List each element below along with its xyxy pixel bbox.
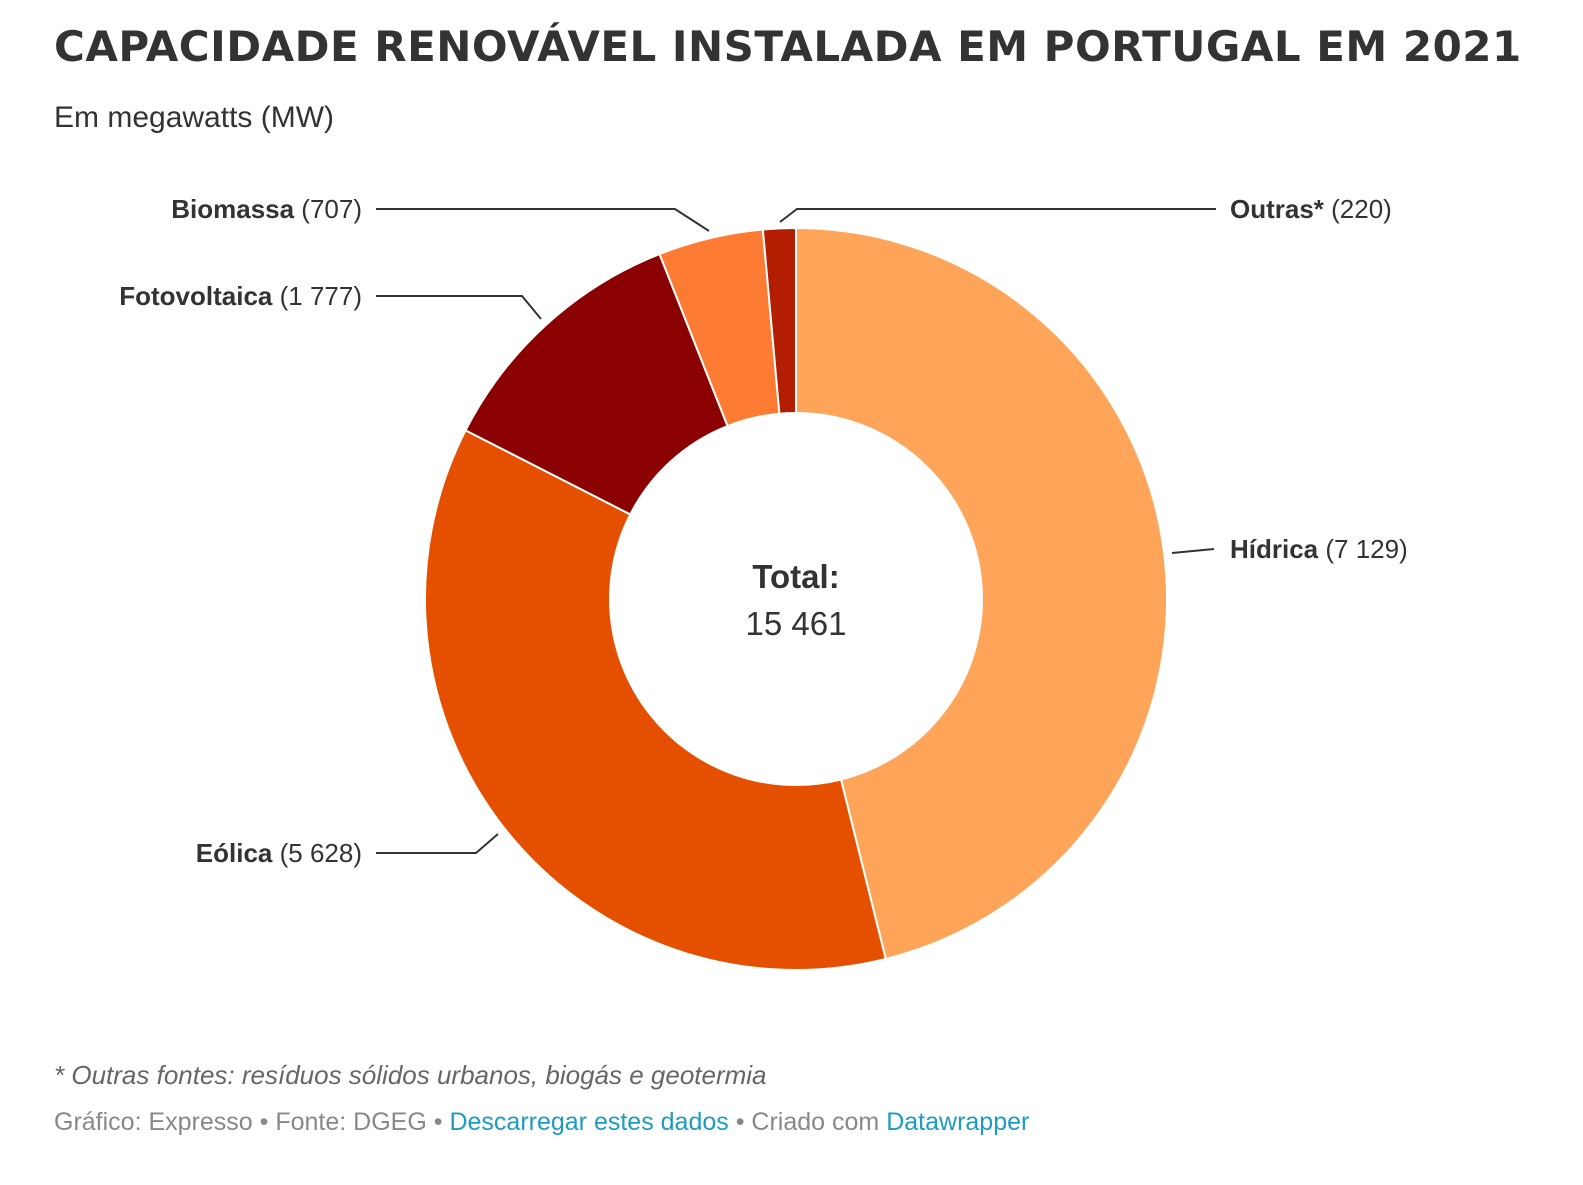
- leader-line-fotovoltaica: [376, 295, 542, 320]
- separator: •: [728, 1108, 752, 1136]
- slice-hidrica[interactable]: [795, 226, 1168, 961]
- slice-label-name: Eólica: [196, 838, 273, 868]
- slice-label-value: (1 777): [272, 281, 362, 311]
- credit-source: Fonte: DGEG: [275, 1108, 427, 1136]
- slice-outras[interactable]: [761, 226, 797, 415]
- slice-label-fotovoltaica: Fotovoltaica (1 777): [119, 281, 362, 311]
- leader-line-outras: [779, 208, 1216, 223]
- slice-label-value: (7 129): [1318, 534, 1408, 564]
- slice-label-name: Outras*: [1230, 194, 1325, 224]
- donut-chart: Hídrica (7 129) Eólica (5 628) Fotovoltaic…: [119, 194, 1408, 971]
- slice-label-value: (5 628): [272, 838, 362, 868]
- label-leader-lines: [376, 208, 1216, 854]
- credits-line: Gráfico: Expresso • Fonte: DGEG • Descar…: [54, 1108, 1029, 1137]
- slice-label-name: Biomassa: [171, 194, 294, 224]
- slice-label-name: Hídrica: [1230, 534, 1319, 564]
- footnote: * Outras fontes: resíduos sólidos urbano…: [54, 1060, 767, 1090]
- slice-eolica[interactable]: [424, 428, 888, 971]
- slice-fotovoltaica[interactable]: [464, 252, 729, 516]
- slice-label-outras: Outras* (220): [1230, 194, 1392, 224]
- donut-slices: [424, 226, 1168, 971]
- leader-line-biomassa: [376, 208, 710, 232]
- datawrapper-link[interactable]: Datawrapper: [886, 1108, 1030, 1136]
- slice-label-value: (707): [294, 194, 362, 224]
- slice-label-value: (220): [1324, 194, 1392, 224]
- leader-line-hidrica: [1171, 548, 1215, 554]
- slice-label-eolica: Eólica (5 628): [196, 838, 362, 868]
- center-total-value: 15 461: [746, 605, 847, 642]
- chart-title: CAPACIDADE RENOVÁVEL INSTALADA EM PORTUG…: [54, 22, 1522, 71]
- center-total-label: Total:: [752, 558, 839, 595]
- separator: •: [252, 1108, 276, 1136]
- slice-label-name: Fotovoltaica: [119, 281, 273, 311]
- chart-subtitle: Em megawatts (MW): [54, 101, 335, 134]
- credit-chart: Gráfico: Expresso: [54, 1108, 253, 1136]
- created-with-text: Criado com: [751, 1108, 880, 1136]
- leader-line-eolica: [376, 833, 499, 854]
- download-data-link[interactable]: Descarregar estes dados: [449, 1108, 729, 1136]
- slice-label-biomassa: Biomassa (707): [171, 194, 362, 224]
- separator: •: [426, 1108, 450, 1136]
- slice-labels: Hídrica (7 129) Eólica (5 628) Fotovoltaic…: [119, 194, 1408, 868]
- slice-label-hidrica: Hídrica (7 129): [1230, 534, 1408, 564]
